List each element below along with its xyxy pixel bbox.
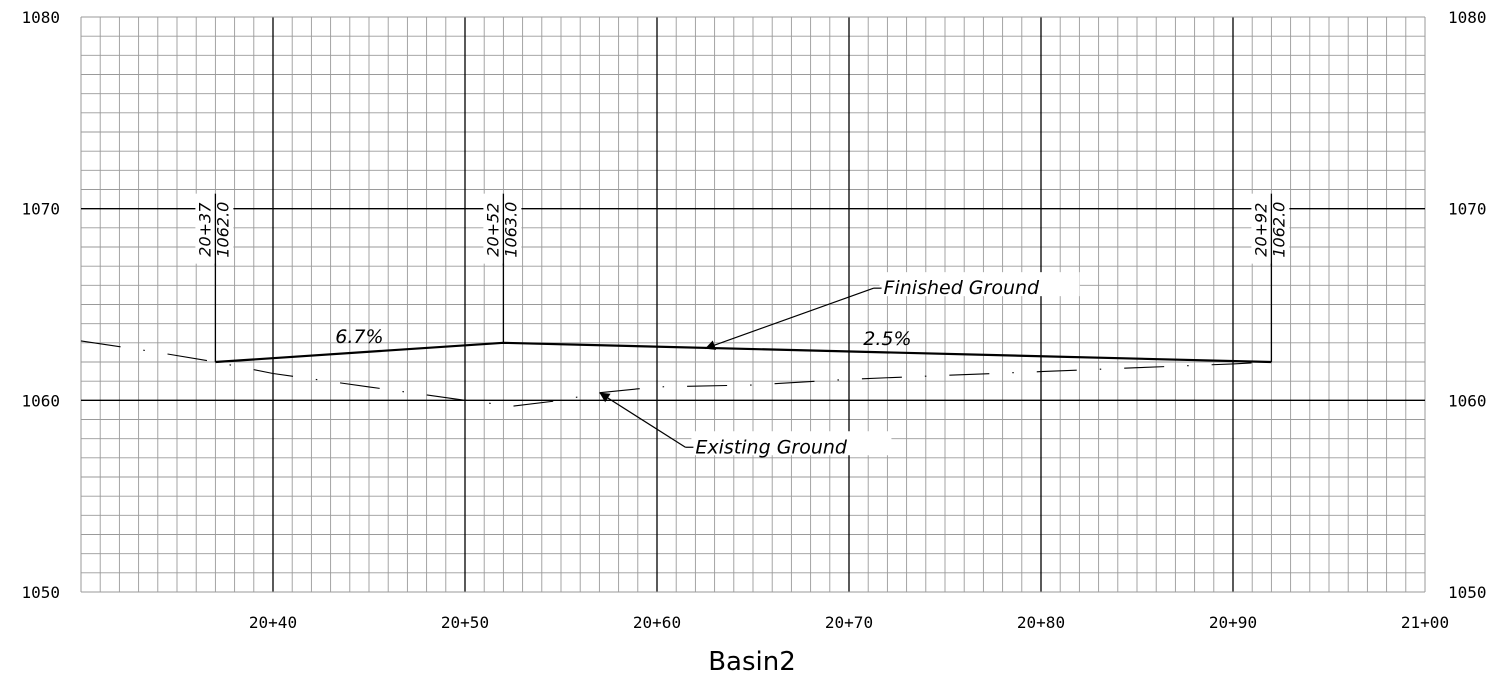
callout-arrow (599, 392, 686, 448)
y-tick-label-right: 1070 (1448, 200, 1487, 219)
existing-ground-line (80, 340, 1272, 407)
pvi-station-label: 20+92 (1251, 203, 1270, 257)
callout-bg (879, 272, 1080, 297)
annotations: 20+37 1062.0 20+52 1063.0 20+92 1062.06.7% 2.5… (195, 193, 1290, 458)
pvi-elevation-label: 1063.0 (501, 202, 520, 258)
x-tick-label: 20+50 (441, 613, 489, 632)
pvi-label-bg (195, 193, 234, 264)
x-tick-label: 20+70 (825, 613, 873, 632)
pvi-label-bg (483, 193, 522, 264)
x-tick-label: 20+80 (1017, 613, 1065, 632)
y-tick-label-left: 1080 (21, 8, 60, 27)
pvi-elevation-label: 1062.0 (213, 202, 232, 258)
y-tick-label-right: 1050 (1448, 583, 1487, 602)
grade-label: 6.7% (335, 326, 383, 348)
pvi-elevation-label: 1062.0 (1269, 202, 1288, 258)
y-tick-label-left: 1060 (21, 391, 60, 410)
y-tick-label-right: 1060 (1448, 391, 1487, 410)
pvi-label-bg (1251, 193, 1290, 264)
pvi-station-label: 20+52 (483, 203, 502, 257)
pvi-station-label: 20+37 (195, 202, 214, 257)
y-tick-label-left: 1050 (21, 583, 60, 602)
grid (80, 16, 1426, 593)
y-tick-label-right: 1080 (1448, 8, 1487, 27)
callout-arrow (704, 287, 874, 350)
grade-label: 2.5% (863, 328, 911, 350)
existing-ground-label: Existing Ground (695, 436, 848, 458)
x-tick-label: 20+90 (1209, 613, 1257, 632)
finished-ground-label: Finished Ground (884, 277, 1041, 299)
y-tick-label-left: 1070 (21, 200, 60, 219)
axis-ticks: 20+40 20+50 20+60 20+70 20+80 20+90 21+00 1050 1… (21, 8, 1486, 632)
chart-title: Basin2 (708, 647, 796, 677)
x-tick-label: 20+40 (249, 613, 297, 632)
x-tick-label: 20+60 (633, 613, 681, 632)
x-tick-label: 21+00 (1401, 613, 1449, 632)
callout-bg (691, 431, 892, 456)
